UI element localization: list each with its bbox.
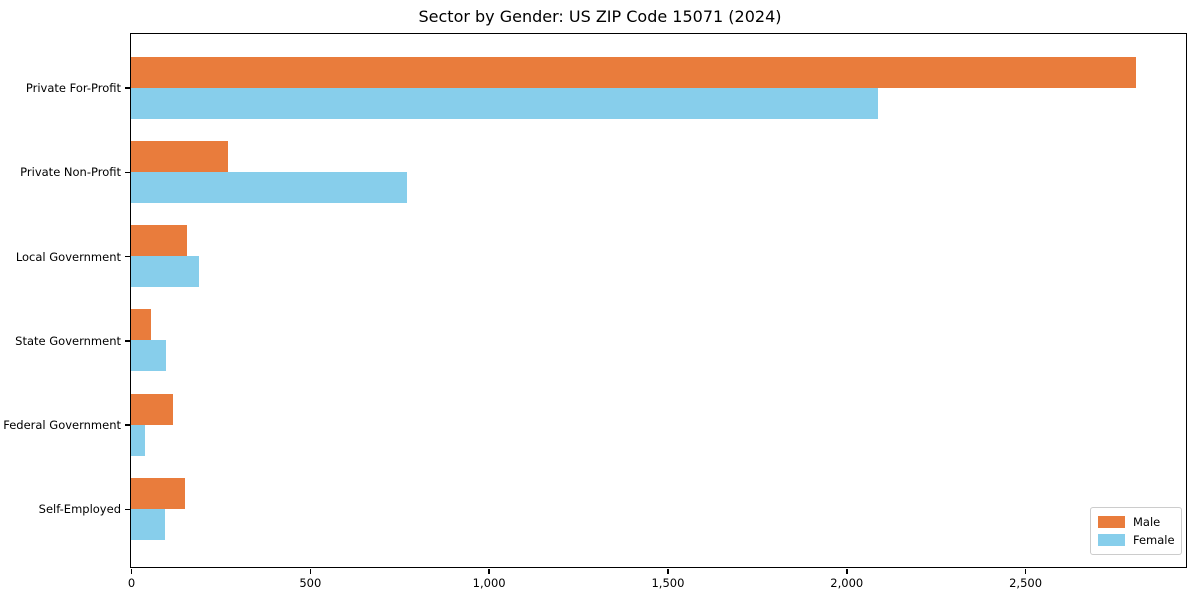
bar-male-private-for-profit [131, 56, 1136, 88]
legend-row-male: Male [1098, 513, 1173, 531]
y-tick-label-state-government: State Government [15, 333, 121, 348]
x-tick-label-1-500: 1,500 [651, 575, 685, 590]
plot-area [130, 33, 1187, 568]
bar-female-state-government [131, 340, 167, 372]
legend: Male Female [1090, 507, 1182, 555]
x-tick-500 [309, 569, 312, 574]
bar-male-local-government [131, 225, 188, 256]
x-tick-label-0: 0 [127, 575, 136, 590]
y-tick-label-private-for-profit: Private For-Profit [25, 81, 121, 95]
legend-swatch-male [1098, 516, 1125, 528]
x-tick-label-500: 500 [299, 575, 322, 590]
x-tick-label-1-000: 1,000 [472, 575, 506, 590]
x-tick-0 [130, 569, 133, 574]
y-tick-label-federal-government: Federal Government [3, 418, 121, 432]
y-tick-federal-government [125, 424, 130, 426]
bar-female-local-government [131, 256, 199, 287]
legend-row-female: Female [1098, 531, 1175, 549]
y-tick-label-private-non-profit: Private Non-Profit [20, 165, 121, 180]
x-tick-1-500 [667, 569, 669, 574]
x-tick-1-000 [488, 569, 490, 574]
bar-female-private-non-profit [131, 171, 408, 203]
x-tick-label-2-500: 2,500 [1009, 575, 1043, 590]
bar-female-private-for-profit [131, 87, 879, 119]
bar-female-federal-government [131, 424, 145, 456]
y-tick-state-government [125, 340, 130, 342]
y-tick-label-local-government: Local Government [15, 249, 121, 264]
x-tick-label-2-000: 2,000 [830, 575, 864, 590]
bar-female-self-employed [131, 508, 165, 540]
y-tick-private-non-profit [125, 171, 130, 173]
y-tick-self-employed [125, 508, 130, 510]
x-tick-2-000 [846, 569, 848, 574]
y-tick-private-for-profit [125, 87, 130, 89]
bar-male-private-non-profit [131, 140, 229, 172]
y-tick-local-government [125, 255, 130, 258]
x-tick-2-500 [1024, 569, 1027, 574]
bar-male-federal-government [131, 393, 173, 425]
legend-label-female: Female [1133, 533, 1175, 547]
chart-title: Sector by Gender: US ZIP Code 15071 (202… [418, 7, 782, 26]
legend-label-male: Male [1133, 515, 1161, 529]
bar-male-state-government [131, 309, 152, 341]
legend-swatch-female [1098, 534, 1125, 546]
y-tick-label-self-employed: Self-Employed [38, 502, 121, 517]
bar-male-self-employed [131, 477, 185, 509]
